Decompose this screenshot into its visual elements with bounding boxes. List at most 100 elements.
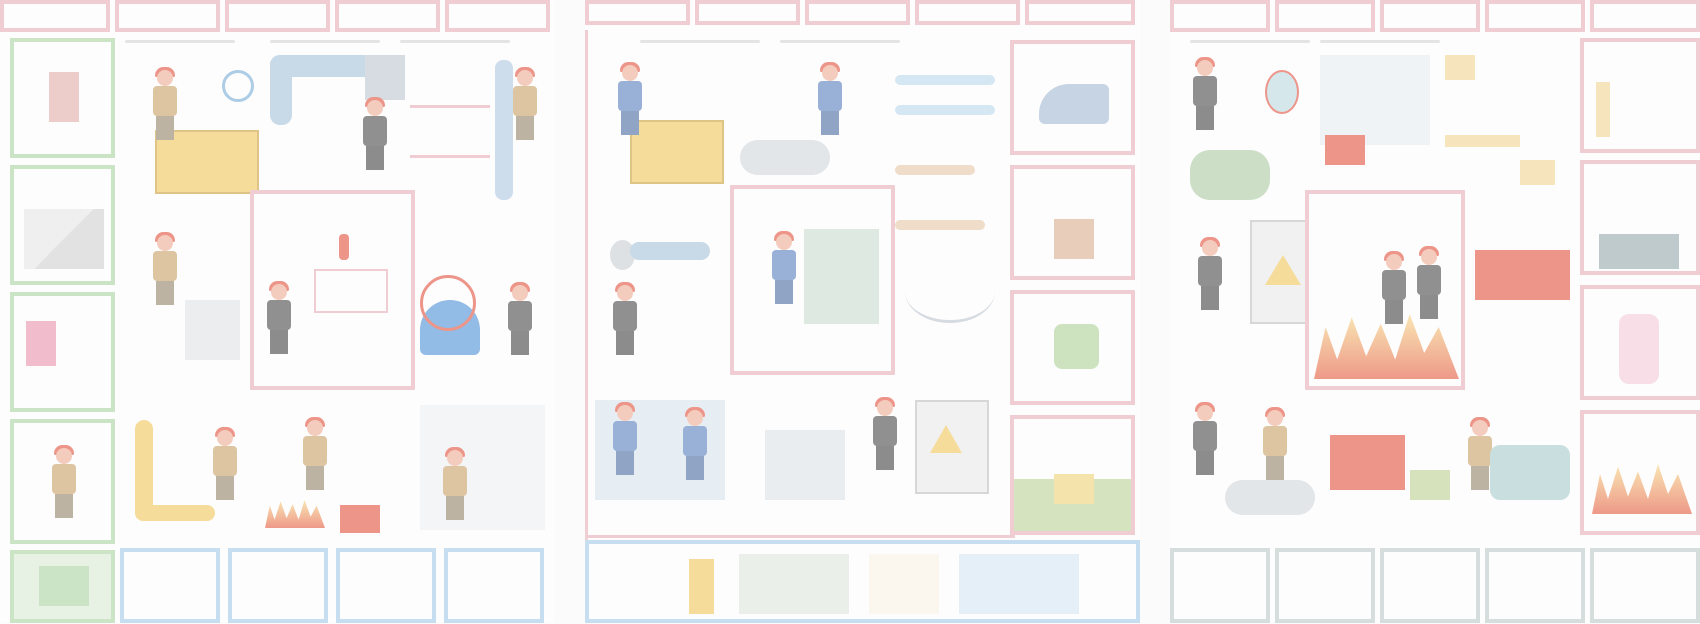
worker-icon: [1379, 251, 1409, 324]
top-strip-cell: [915, 0, 1020, 25]
top-strip-cell: [115, 0, 220, 32]
top-strip-cell: [1025, 0, 1135, 25]
text-block-icon: [869, 554, 939, 614]
pipe-icon: [1445, 135, 1520, 147]
worker-icon: [1195, 237, 1225, 310]
exit-sign-icon: [39, 566, 89, 606]
machine-icon: [1225, 480, 1315, 515]
tree-scene-icon: [1190, 150, 1270, 200]
worker-icon: [769, 231, 799, 304]
safety-poster-middle: [585, 0, 1140, 623]
top-strip-cell: [1275, 0, 1375, 32]
lamp-icon: [1054, 324, 1099, 369]
electrical-panel-icon: [314, 269, 388, 313]
ventilation-duct-icon: [270, 55, 380, 77]
bottom-strip-cell: [336, 548, 436, 623]
evacuation-panel: [10, 419, 115, 544]
worker-icon: [150, 232, 180, 305]
machine-icon: [804, 229, 879, 324]
pipe-icon: [895, 75, 995, 85]
worker-icon: [615, 62, 645, 135]
gas-cylinder-icon: [495, 60, 513, 200]
house-icon: [1054, 474, 1094, 504]
stairs-icon: [24, 209, 104, 269]
poster-border: [585, 535, 1015, 538]
pink-door-icon: [26, 321, 56, 366]
room-panel: [10, 292, 115, 412]
stairs-panel: [10, 165, 115, 285]
scene-icon: [739, 554, 849, 614]
welder-icon: [440, 447, 470, 520]
house-panel: [1010, 415, 1135, 535]
fire-extinguisher-icon: [339, 234, 349, 260]
exit-door-icon: [49, 72, 79, 122]
plug-icon: [1054, 219, 1094, 259]
worker-icon: [510, 67, 540, 140]
gas-pipe-icon: [135, 420, 153, 520]
worker-icon: [1190, 57, 1220, 130]
lamp-panel: [1010, 290, 1135, 405]
gas-pipe-icon: [135, 505, 215, 521]
crate-icon: [1520, 160, 1555, 185]
clock-icon: [222, 70, 254, 102]
distance-marker: [410, 155, 490, 158]
top-strip-cell: [0, 0, 110, 32]
laundry-panel: [1580, 160, 1700, 275]
safety-poster-left: [0, 0, 555, 623]
door-icon: [689, 559, 714, 614]
worker-icon: [610, 402, 640, 475]
ventilation-duct-icon: [270, 55, 292, 125]
toolbox-icon: [340, 505, 380, 533]
iron-panel: [1010, 40, 1135, 155]
forest-fire-panel: [1580, 410, 1700, 535]
fan-icon: [365, 55, 405, 100]
bottom-strip-cell: [444, 548, 544, 623]
top-strip-cell: [1590, 0, 1700, 32]
bottom-strip-cell: [228, 548, 328, 623]
bottom-strip-cell: [1275, 548, 1375, 623]
fire-icon: [1592, 464, 1692, 514]
worker-icon: [1465, 417, 1495, 490]
worker-icon: [1190, 402, 1220, 475]
caption-line: [125, 40, 235, 43]
exit-sign-panel: [10, 550, 115, 623]
candle-icon: [1596, 82, 1610, 137]
caption-line: [400, 40, 510, 43]
canister-icon: [1410, 470, 1450, 500]
child-icon: [1619, 314, 1659, 384]
caption-line: [1190, 40, 1310, 43]
workbench-icon: [155, 130, 259, 194]
safety-poster-right: [1170, 0, 1700, 623]
high-voltage-warning-icon: [930, 425, 962, 453]
bottom-strip-cell: [1590, 548, 1700, 623]
crate-icon: [1445, 55, 1475, 80]
equipment-icon: [765, 430, 845, 500]
bottom-strip-cell: [1170, 548, 1270, 623]
pipe-icon: [895, 165, 975, 175]
worker-icon: [300, 417, 330, 490]
evacuation-strip: [585, 540, 1140, 623]
top-strip-cell: [1170, 0, 1270, 32]
fire-icon: [265, 500, 325, 528]
prohibition-circle-icon: [420, 275, 476, 331]
plug-panel: [1010, 165, 1135, 280]
forest-fire-rules-panel: [1305, 190, 1465, 390]
electric-cable-icon: [905, 260, 995, 323]
exit-route-panel: [10, 38, 115, 158]
top-strip-cell: [585, 0, 690, 25]
worker-icon: [505, 282, 535, 355]
booth-icon: [420, 405, 545, 530]
top-strip-cell: [335, 0, 440, 32]
fire-extinguisher-panel: [730, 185, 895, 375]
worker-icon: [360, 97, 390, 170]
worker-icon: [150, 67, 180, 140]
caption-line: [640, 40, 760, 43]
machine-icon: [185, 300, 240, 360]
top-strip-cell: [1380, 0, 1480, 32]
caption-line: [270, 40, 380, 43]
distance-marker: [410, 105, 490, 108]
fabric-icon: [1599, 234, 1679, 269]
worker-icon: [1260, 407, 1290, 480]
truck-icon: [1475, 250, 1570, 300]
